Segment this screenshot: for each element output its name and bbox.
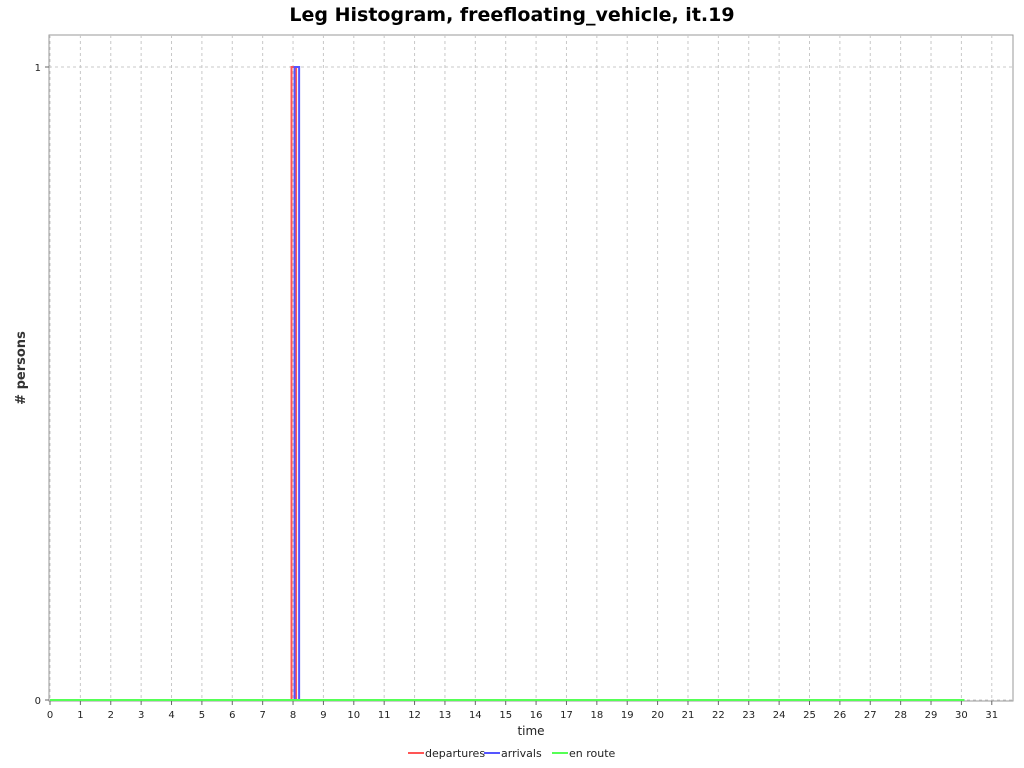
x-tick-label: 17 — [560, 710, 573, 721]
x-tick-label: 16 — [530, 710, 543, 721]
x-tick-label: 23 — [742, 710, 755, 721]
x-tick-label: 18 — [590, 710, 603, 721]
x-tick-label: 27 — [864, 710, 877, 721]
legend-item-departures: departures — [408, 747, 485, 760]
x-tick-label: 13 — [439, 710, 452, 721]
x-tick-label: 0 — [47, 710, 53, 721]
x-tick-label: 29 — [925, 710, 938, 721]
x-tick-label: 31 — [985, 710, 998, 721]
legend-label: departures — [425, 747, 485, 760]
x-axis-label: time — [517, 724, 544, 738]
x-tick-label: 1 — [77, 710, 83, 721]
x-tick-label: 15 — [499, 710, 512, 721]
x-tick-label: 26 — [834, 710, 847, 721]
x-tick-label: 20 — [651, 710, 664, 721]
x-tick-label: 5 — [199, 710, 205, 721]
grid-lines — [49, 35, 1013, 701]
x-tick-label: 4 — [168, 710, 174, 721]
y-tick-label: 1 — [35, 63, 41, 74]
x-tick-label: 9 — [320, 710, 326, 721]
x-tick-label: 25 — [803, 710, 816, 721]
x-tick-label: 8 — [290, 710, 296, 721]
legend-label: en route — [569, 747, 616, 760]
chart-title: Leg Histogram, freefloating_vehicle, it.… — [289, 4, 734, 26]
x-tick-label: 6 — [229, 710, 235, 721]
x-tick-label: 11 — [378, 710, 391, 721]
x-tick-label: 28 — [894, 710, 907, 721]
x-tick-label: 22 — [712, 710, 725, 721]
legend: departures arrivals en route — [408, 747, 616, 760]
axes: 0 1 2 3 4 5 6 7 8 9 10 11 12 13 14 15 16 17 18 19 20 21 22 23 24… — [35, 63, 999, 721]
x-tick-label: 3 — [138, 710, 144, 721]
x-tick-label: 2 — [108, 710, 114, 721]
x-tick-label: 19 — [621, 710, 634, 721]
x-tick-label: 24 — [773, 710, 786, 721]
series-lines — [50, 66, 965, 701]
x-tick-label: 10 — [347, 710, 360, 721]
y-tick-label: 0 — [35, 696, 41, 707]
x-tick-label: 14 — [469, 710, 482, 721]
x-tick-label: 12 — [408, 710, 421, 721]
legend-label: arrivals — [501, 747, 542, 760]
legend-item-arrivals: arrivals — [484, 747, 542, 760]
x-tick-label: 21 — [682, 710, 695, 721]
plot-area — [48, 34, 1014, 702]
legend-item-en-route: en route — [552, 747, 616, 760]
x-tick-label: 30 — [955, 710, 968, 721]
y-axis-label: # persons — [14, 331, 29, 405]
x-tick-label: 7 — [259, 710, 265, 721]
